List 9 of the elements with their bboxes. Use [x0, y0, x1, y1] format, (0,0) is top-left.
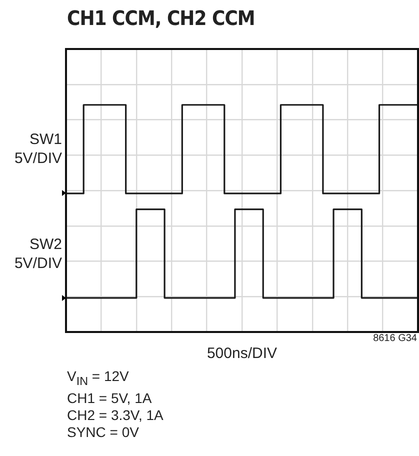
x-axis-title: 500ns/DIV [206, 345, 278, 362]
text: CH2 = 3.3V, 1A [67, 406, 164, 424]
text: 8616 G34 [373, 333, 417, 344]
series-label: SW2 5V/DIV [13, 234, 62, 273]
text: V$_{IN}$ = 12V [67, 368, 130, 390]
series-label: SW1 5V/DIV [13, 130, 62, 168]
text: SYNC = 0V [67, 424, 140, 441]
chart-title: CH1 CCM, CH2 CCM [67, 6, 255, 30]
text: CH1 = 5V, 1A [67, 390, 153, 407]
